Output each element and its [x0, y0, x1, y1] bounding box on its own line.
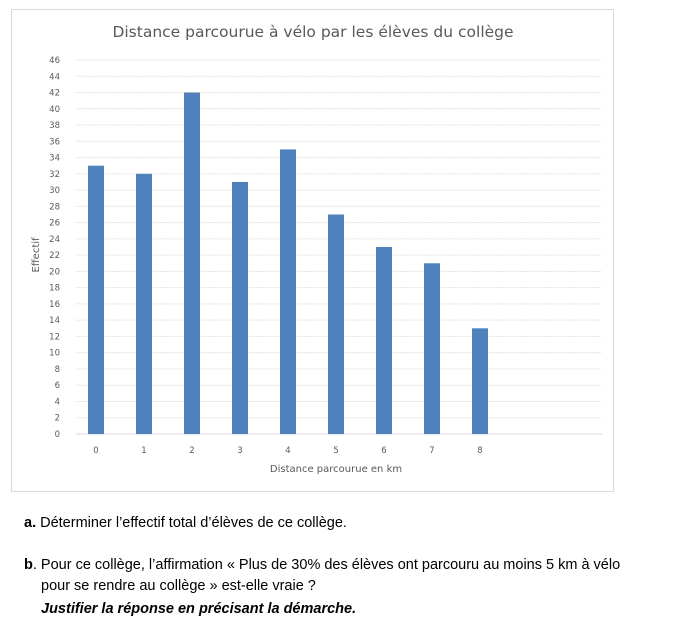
y-tick-label: 16 [49, 300, 60, 310]
question-b-label: b [24, 557, 33, 573]
bar-3 [232, 181, 248, 434]
y-tick-label: 40 [49, 105, 60, 115]
question-b-text-line1: . Pour ce collège, l’affirmation « Plus … [32, 557, 621, 573]
y-tick-label: 28 [49, 202, 60, 212]
question-b: b. Pour ce collège, l’affirmation « Plus… [24, 555, 620, 597]
y-tick-label: 32 [49, 170, 60, 180]
y-tick-label: 46 [49, 56, 60, 66]
y-tick-label: 44 [49, 72, 60, 82]
y-axis-title: Effectif [31, 237, 42, 273]
bar-1 [136, 173, 152, 434]
y-tick-label: 34 [49, 154, 60, 164]
y-tick-label: 18 [49, 284, 60, 294]
y-tick-label: 38 [49, 121, 60, 131]
y-tick-label: 24 [49, 235, 60, 245]
y-tick-label: 36 [49, 137, 60, 147]
y-tick-label: 12 [49, 332, 60, 342]
bar-5 [328, 214, 344, 434]
x-tick-label: 1 [141, 446, 146, 456]
x-tick-label: 2 [189, 446, 194, 456]
x-tick-label: 6 [381, 446, 386, 456]
bar-chart: Distance parcourue à vélo par les élèves… [31, 23, 602, 475]
chart-title: Distance parcourue à vélo par les élèves… [112, 23, 513, 41]
x-tick-label: 7 [429, 446, 434, 456]
y-tick-label: 22 [49, 251, 60, 261]
x-tick-label: 8 [477, 446, 482, 456]
chart-container: Distance parcourue à vélo par les élèves… [11, 9, 614, 492]
x-tick-label: 0 [93, 446, 98, 456]
y-tick-label: 4 [55, 397, 60, 407]
y-tick-label: 20 [49, 267, 60, 277]
bars [88, 92, 488, 435]
justify-instruction: Justifier la réponse en précisant la dém… [41, 601, 357, 617]
y-tick-label: 30 [49, 186, 60, 196]
y-tick-label: 6 [55, 381, 60, 391]
y-tick-label: 8 [55, 365, 60, 375]
bar-2 [184, 92, 200, 435]
x-tick-label: 4 [285, 446, 290, 456]
bar-8 [472, 328, 488, 434]
y-axis-ticks: 0246810121416182022242628303234363840424… [49, 56, 60, 440]
y-tick-label: 26 [49, 219, 60, 229]
question-a-label: a. [24, 515, 37, 531]
question-a: a. Déterminer l’effectif total d’élèves … [24, 513, 347, 534]
x-axis-ticks: 0 1 2 3 4 5 6 7 8 [93, 446, 482, 456]
question-b-text-line2: pour se rendre au collège » est-elle vra… [41, 578, 316, 594]
x-tick-label: 3 [237, 446, 242, 456]
y-tick-label: 2 [55, 414, 60, 424]
x-axis-title: Distance parcourue en km [270, 464, 402, 475]
y-tick-label: 14 [49, 316, 60, 326]
bar-6 [376, 247, 392, 434]
y-tick-label: 10 [49, 349, 60, 359]
bar-0 [88, 165, 104, 434]
question-a-text: Déterminer l’effectif total d’élèves de … [36, 515, 347, 531]
bar-4 [280, 149, 296, 434]
x-tick-label: 5 [333, 446, 338, 456]
y-tick-label: 0 [55, 430, 60, 440]
y-tick-label: 42 [49, 89, 60, 99]
bar-7 [424, 263, 440, 434]
